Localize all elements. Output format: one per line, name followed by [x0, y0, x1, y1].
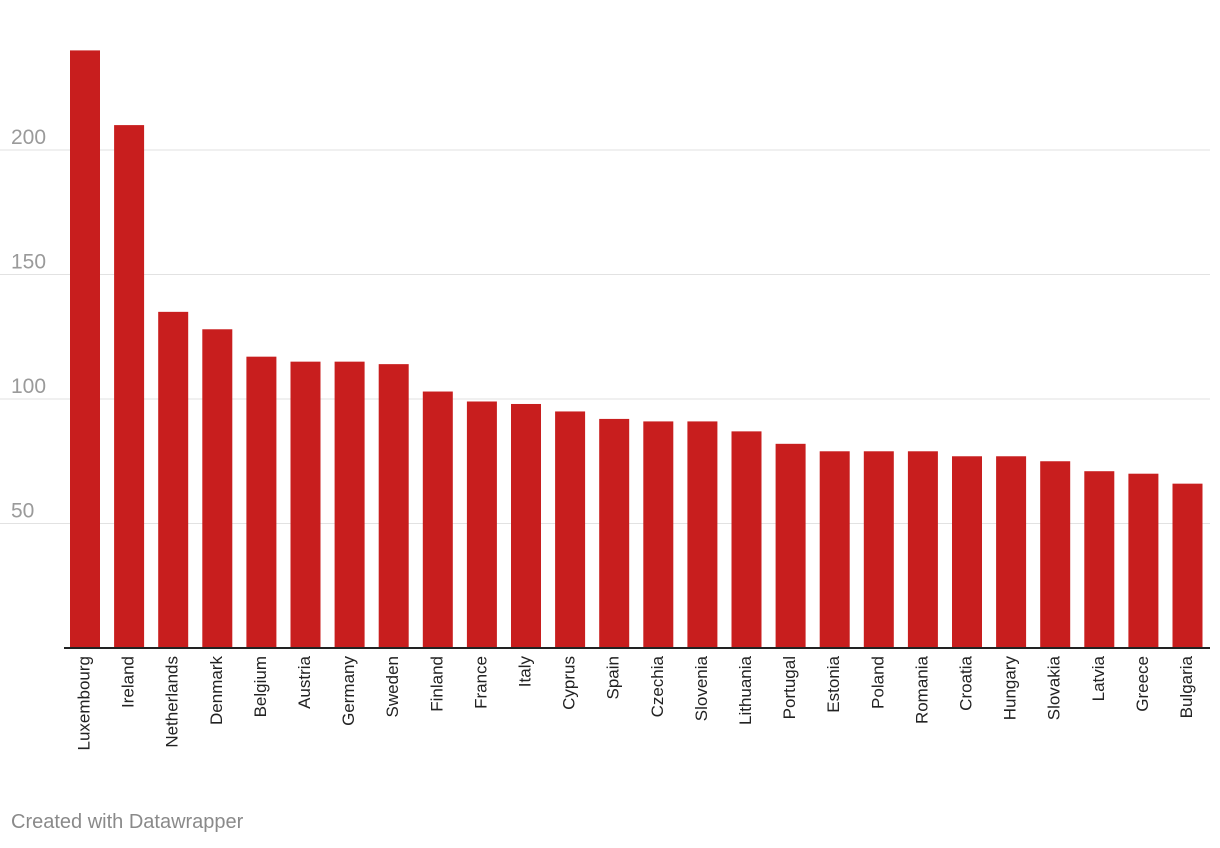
y-tick-label: 150 — [11, 251, 46, 274]
x-tick-label: Finland — [427, 656, 446, 712]
bar-sweden[interactable] — [378, 364, 409, 648]
x-tick-label: Bulgaria — [1177, 655, 1196, 718]
x-tick-label: Spain — [604, 656, 623, 699]
bar-netherlands[interactable] — [158, 311, 189, 648]
bar-chart: 50 100 150 200 Luxembourg Ireland Netherlands… — [0, 50, 1210, 751]
bar-finland[interactable] — [422, 391, 453, 648]
bar-spain[interactable] — [599, 418, 630, 648]
x-tick-label: Austria — [295, 655, 314, 708]
bar-greece[interactable] — [1128, 473, 1159, 648]
bar-france[interactable] — [466, 401, 497, 648]
bar-ireland[interactable] — [114, 125, 145, 649]
x-tick-label: Greece — [1133, 656, 1152, 712]
bar-bulgaria[interactable] — [1172, 483, 1203, 648]
bar-estonia[interactable] — [819, 451, 850, 648]
x-tick-label: Portugal — [780, 656, 799, 719]
bar-slovenia[interactable] — [687, 421, 718, 648]
x-tick-label: Hungary — [1001, 656, 1020, 721]
x-tick-label: Romania — [912, 655, 931, 724]
y-tick-label: 200 — [11, 126, 46, 149]
x-tick-label: Germany — [339, 656, 358, 726]
y-tick-label: 50 — [11, 500, 34, 523]
bar-luxembourg[interactable] — [70, 50, 100, 648]
y-tick-label: 100 — [11, 375, 46, 398]
bar-slovakia[interactable] — [1040, 461, 1071, 648]
x-tick-label: Lithuania — [736, 655, 755, 725]
bar-czechia[interactable] — [643, 421, 674, 648]
bar-italy[interactable] — [511, 403, 541, 648]
bar-lithuania[interactable] — [731, 431, 762, 648]
x-tick-label: Italy — [515, 656, 534, 688]
x-tick-label: France — [471, 656, 490, 709]
bar-poland[interactable] — [863, 451, 894, 648]
x-tick-label: Slovakia — [1045, 655, 1064, 720]
bar-romania[interactable] — [907, 451, 938, 648]
bar-germany[interactable] — [334, 361, 365, 648]
x-tick-label: Luxembourg — [74, 656, 93, 751]
bar-hungary[interactable] — [996, 456, 1027, 648]
x-axis-labels: Luxembourg Ireland Netherlands Denmark Belgi… — [74, 655, 1196, 750]
x-tick-label: Latvia — [1089, 655, 1108, 701]
x-tick-label: Sweden — [383, 656, 402, 717]
x-tick-label: Slovenia — [692, 655, 711, 721]
x-tick-label: Belgium — [251, 656, 270, 717]
bar-denmark[interactable] — [202, 329, 233, 648]
bar-portugal[interactable] — [775, 443, 806, 648]
x-tick-label: Netherlands — [163, 656, 182, 748]
x-tick-label: Croatia — [956, 655, 975, 710]
x-tick-label: Ireland — [119, 656, 138, 708]
bars — [70, 50, 1203, 649]
bar-croatia[interactable] — [952, 456, 982, 648]
x-tick-label: Estonia — [824, 655, 843, 712]
bar-belgium[interactable] — [246, 356, 277, 648]
x-tick-label: Czechia — [648, 655, 667, 717]
datawrapper-credit[interactable]: Created with Datawrapper — [11, 811, 244, 833]
x-tick-label: Cyprus — [560, 656, 579, 710]
bar-latvia[interactable] — [1084, 471, 1115, 648]
bar-austria[interactable] — [290, 361, 321, 648]
x-tick-label: Denmark — [207, 656, 226, 725]
bar-cyprus[interactable] — [555, 411, 586, 648]
x-tick-label: Poland — [868, 656, 887, 709]
